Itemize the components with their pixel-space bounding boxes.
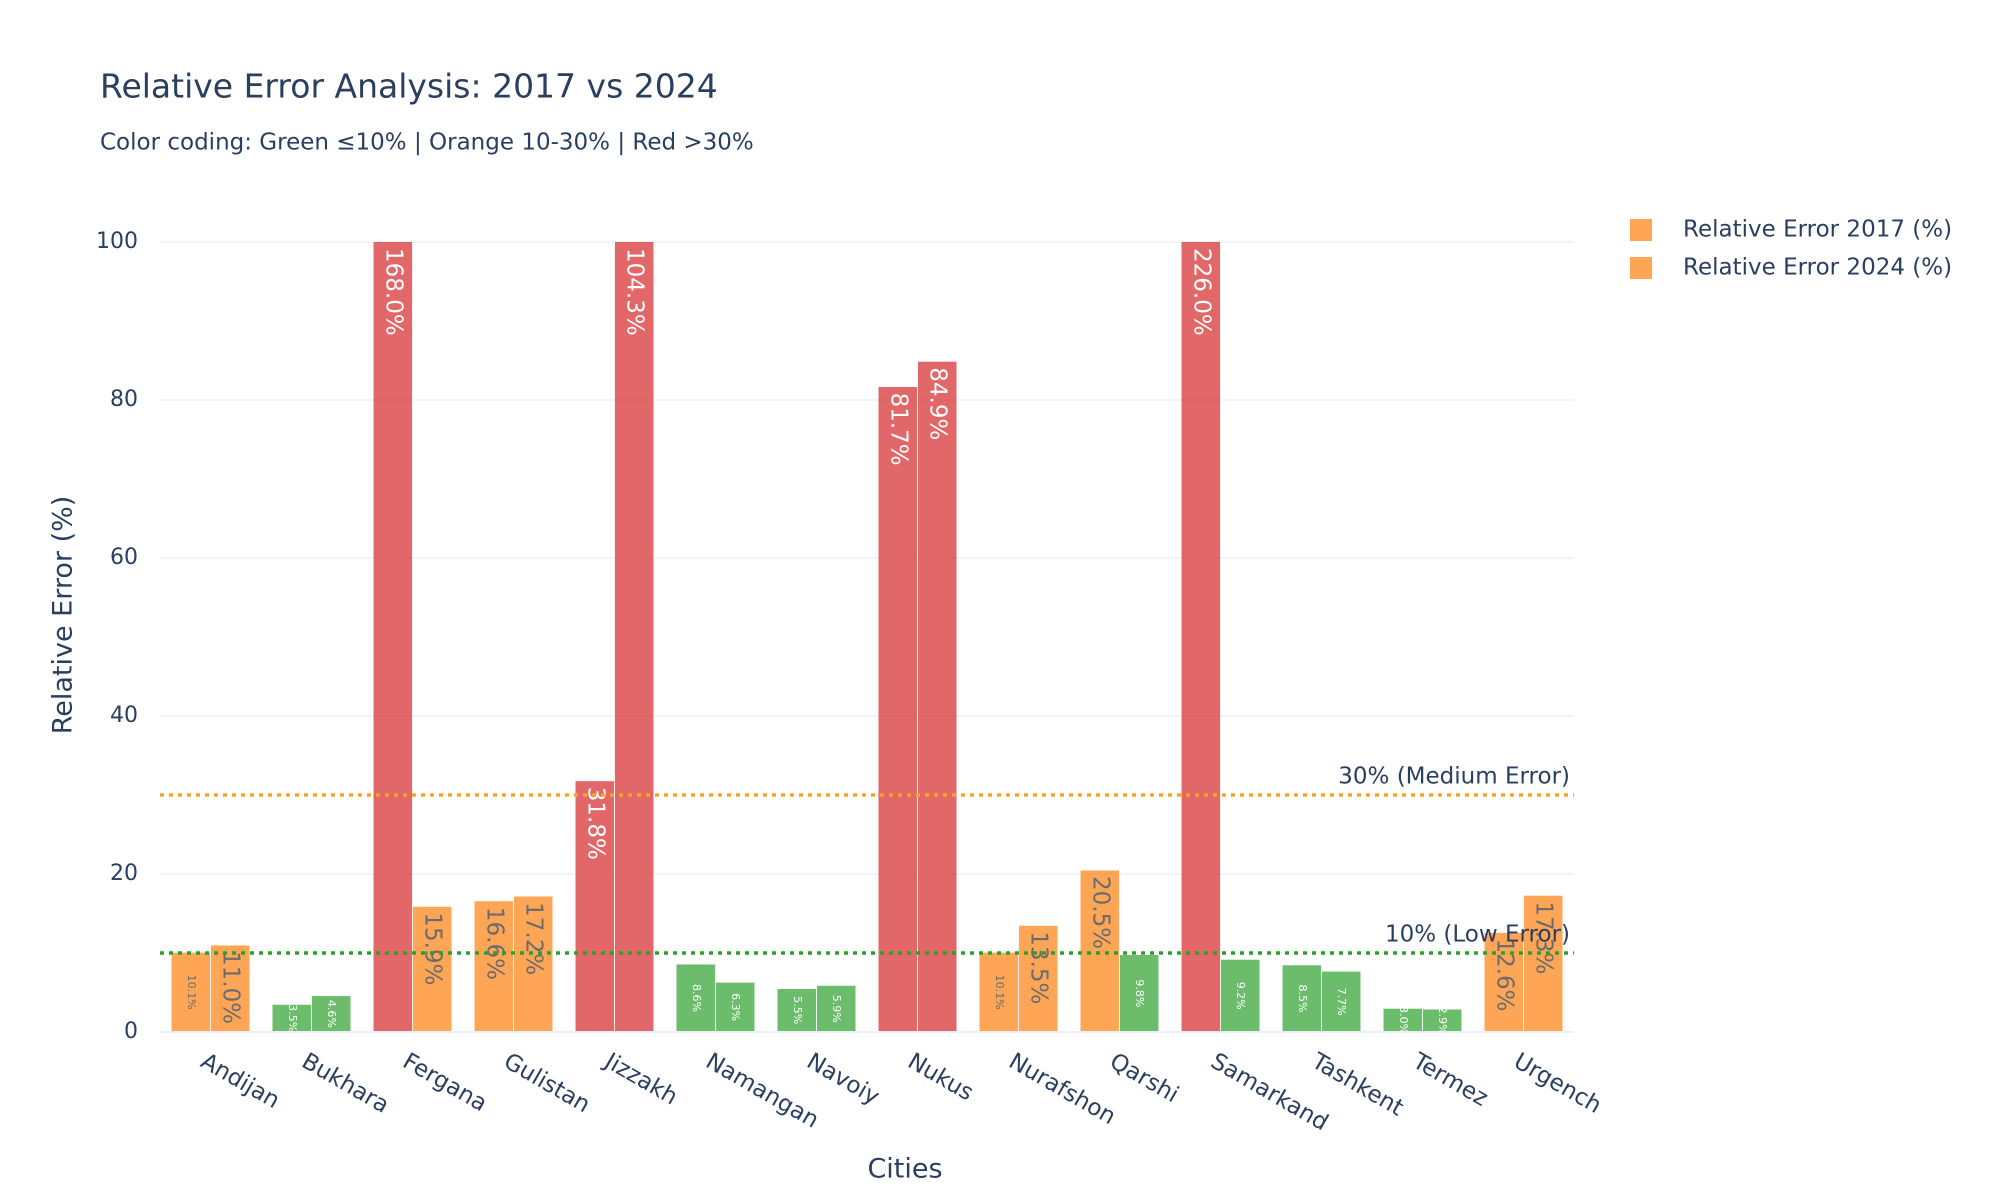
y-tick-label: 60 <box>110 545 138 570</box>
data-label: 4.6% <box>325 1000 338 1028</box>
x-tick-label: Namangan <box>701 1048 823 1133</box>
data-label: 2.9% <box>1436 1007 1449 1035</box>
bar <box>372 242 413 1033</box>
data-label: 226.0% <box>1188 248 1214 336</box>
chart-subtitle: Color coding: Green ≤10% | Orange 10-30%… <box>100 130 754 156</box>
data-label: 12.6% <box>1491 938 1517 1011</box>
bar <box>816 984 857 1033</box>
data-label: 3.0% <box>1397 1006 1410 1034</box>
bar <box>917 360 958 1033</box>
bar <box>574 780 615 1033</box>
chart-title: Relative Error Analysis: 2017 vs 2024 <box>100 67 718 106</box>
legend-label: Relative Error 2017 (%) <box>1683 217 1952 243</box>
data-label: 81.7% <box>885 393 911 466</box>
data-label: 20.5% <box>1087 876 1113 949</box>
bar <box>1321 970 1362 1033</box>
x-tick-label: Termez <box>1407 1048 1492 1112</box>
data-label: 5.9% <box>830 995 843 1023</box>
y-tick-label: 100 <box>96 229 138 254</box>
x-tick-label: Fergana <box>398 1048 491 1117</box>
data-label: 3.5% <box>286 1004 299 1032</box>
bar <box>210 944 251 1033</box>
bar <box>1180 242 1221 1033</box>
x-tick-label: Andijan <box>196 1048 284 1114</box>
data-label: 10.1% <box>185 975 198 1010</box>
reference-label: 30% (Medium Error) <box>1338 764 1570 790</box>
data-label: 8.6% <box>690 984 703 1012</box>
data-label: 11.0% <box>218 951 244 1024</box>
x-tick-label: Bukhara <box>297 1048 393 1118</box>
data-label: 13.5% <box>1026 931 1052 1004</box>
x-tick-label: Navoiy <box>802 1048 883 1110</box>
x-tick-label: Nurafshon <box>1004 1048 1120 1130</box>
legend-swatch <box>1630 257 1652 279</box>
x-axis-title: Cities <box>867 1154 942 1185</box>
bar <box>715 981 756 1033</box>
x-tick-label: Jizzakh <box>599 1047 682 1110</box>
y-tick-label: 80 <box>110 387 138 412</box>
data-label: 15.9% <box>420 912 446 985</box>
bar <box>877 386 918 1033</box>
legend-label: Relative Error 2024 (%) <box>1683 255 1952 281</box>
y-axis-title: Relative Error (%) <box>48 496 79 735</box>
data-label: 16.6% <box>481 907 507 980</box>
data-label: 84.9% <box>925 367 951 440</box>
x-tick-label: Qarshi <box>1105 1048 1183 1108</box>
y-tick-label: 40 <box>110 703 138 728</box>
reference-label: 10% (Low Error) <box>1385 922 1570 948</box>
data-label: 8.5% <box>1296 984 1309 1012</box>
data-label: 7.7% <box>1335 988 1348 1016</box>
x-tick-label: Nukus <box>903 1048 977 1106</box>
bar <box>1079 869 1120 1033</box>
data-label: 31.8% <box>582 787 608 860</box>
data-label: 9.2% <box>1234 982 1247 1010</box>
bar <box>1523 894 1564 1033</box>
bar <box>675 963 716 1033</box>
bar <box>412 905 453 1033</box>
data-label: 17.2% <box>521 902 547 975</box>
data-label: 10.1% <box>993 975 1006 1010</box>
data-label: 9.8% <box>1133 979 1146 1007</box>
legend-swatch <box>1630 219 1652 241</box>
x-tick-label: Urgench <box>1509 1048 1606 1119</box>
bar <box>776 988 817 1033</box>
x-tick-label: Gulistan <box>499 1048 594 1118</box>
data-label: 6.3% <box>729 993 742 1021</box>
bar <box>513 895 554 1033</box>
y-tick-label: 20 <box>110 861 138 886</box>
bar <box>311 995 352 1033</box>
bar <box>473 900 514 1033</box>
data-label: 104.3% <box>622 248 648 336</box>
bar <box>614 242 655 1033</box>
data-label: 17.3% <box>1531 901 1557 974</box>
bar <box>1119 954 1160 1033</box>
data-label: 168.0% <box>380 248 406 336</box>
y-tick-label: 0 <box>124 1019 138 1044</box>
data-label: 5.5% <box>791 996 804 1024</box>
